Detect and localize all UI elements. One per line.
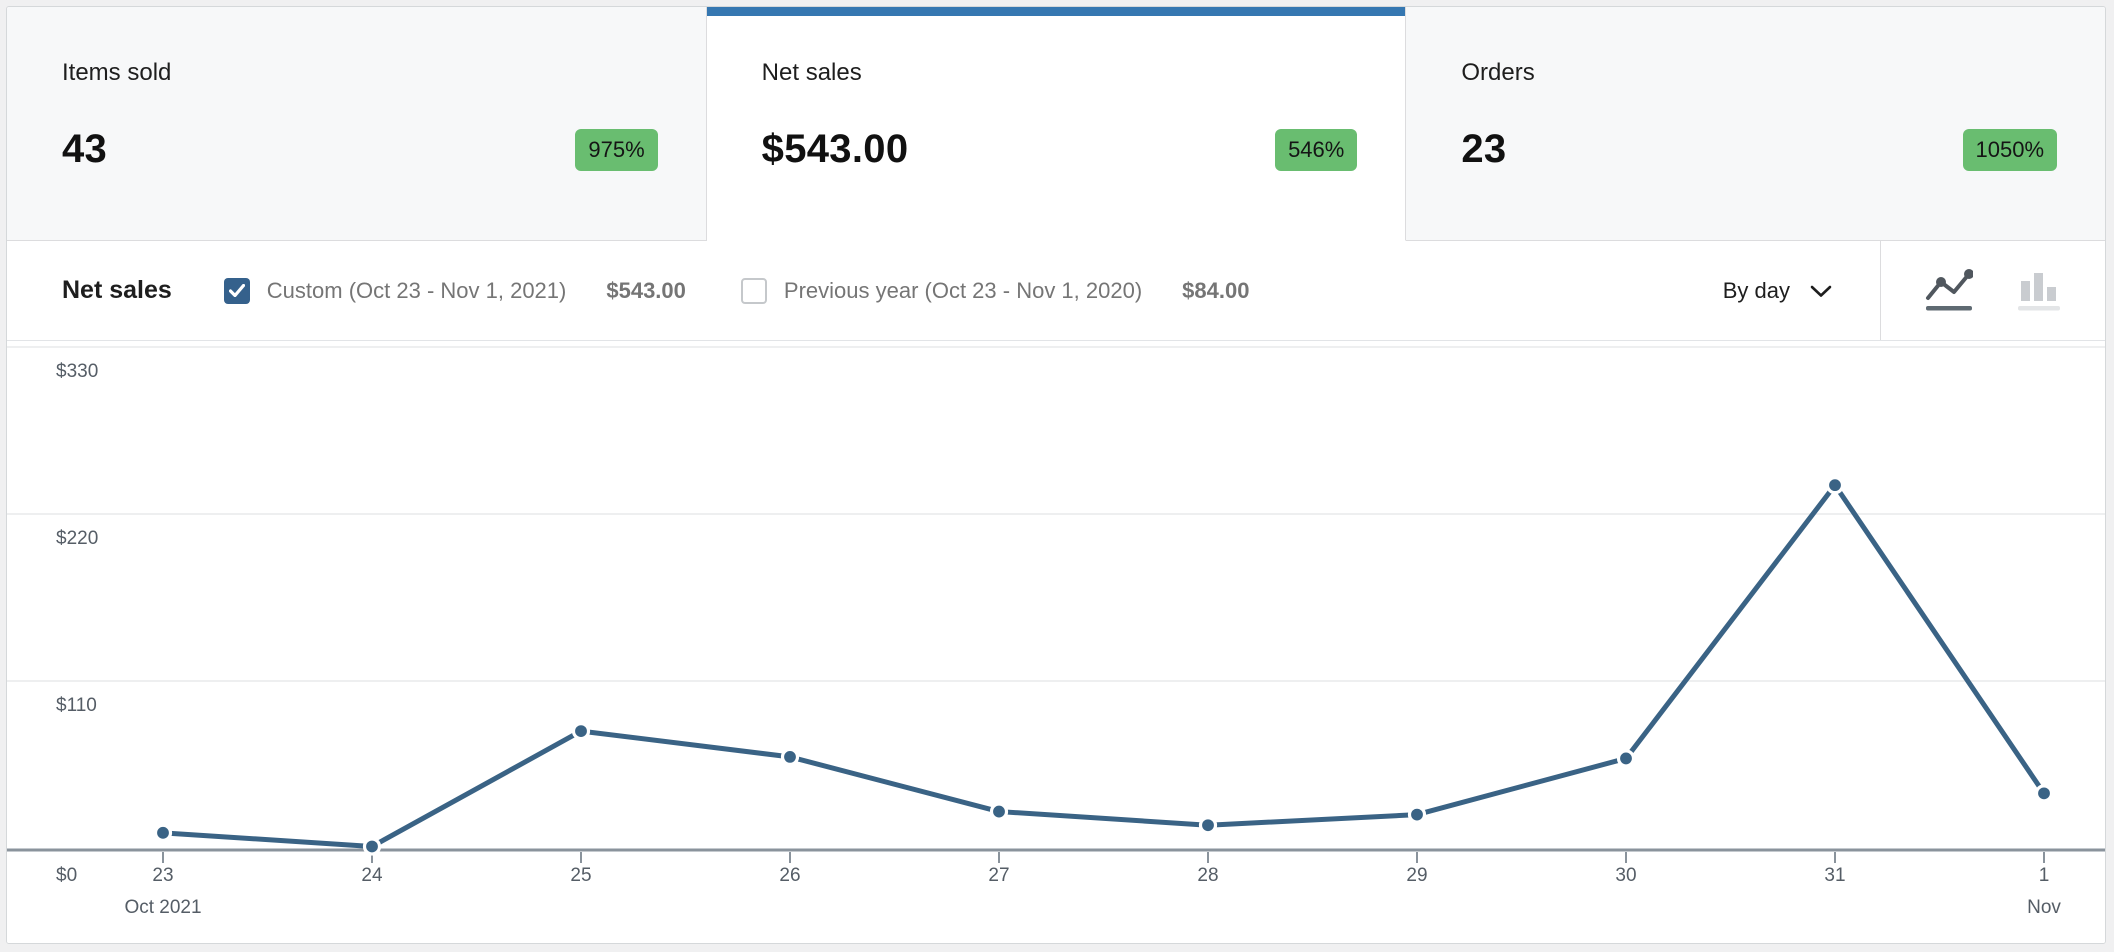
x-axis-label: 23 [152,865,174,886]
y-axis-label: $0 [56,865,78,886]
summary-tabs: Items sold 43 975% Net sales $543.00 546… [7,7,2105,241]
x-axis-label: 30 [1615,865,1637,886]
chart-header: Net sales Custom (Oct 23 - Nov 1, 2021) … [7,241,2105,341]
chart-type-line-button[interactable] [1925,267,1974,314]
x-axis-sub-label: Nov [2027,897,2061,918]
summary-tab-net-sales[interactable]: Net sales $543.00 546% [706,7,1407,241]
x-axis-label: 31 [1824,865,1846,886]
series-label: Custom (Oct 23 - Nov 1, 2021) [266,277,567,303]
summary-tab-value: 43 [62,127,108,171]
x-axis-label: 27 [988,865,1010,886]
summary-tab-label: Orders [1461,59,1535,86]
chevron-down-icon [1810,278,1832,304]
chart-type-bar-button[interactable] [2017,267,2061,314]
line-chart-icon [1925,269,1974,314]
summary-tab-value: 23 [1461,127,1507,171]
summary-tab-label: Items sold [62,59,172,86]
x-axis-label: 28 [1197,865,1219,886]
y-axis-label: $110 [56,695,97,716]
series-label: Previous year (Oct 23 - Nov 1, 2020) [783,277,1143,303]
delta-badge: 546% [1275,128,1358,171]
series-toggle-custom[interactable]: Custom (Oct 23 - Nov 1, 2021) [223,277,567,304]
y-axis-label: $330 [56,361,99,382]
x-axis-sub-label: Oct 2021 [124,897,202,918]
checkbox-unchecked-icon [740,277,767,304]
summary-tab-label: Net sales [761,59,862,86]
chart-title: Net sales [62,276,172,304]
x-axis-label: 25 [570,865,592,886]
series-total-custom: $543.00 [606,277,686,303]
x-axis-label: 24 [361,865,383,886]
x-axis-label: 26 [779,865,801,886]
delta-badge: 1050% [1962,128,2058,171]
analytics-panel: Items sold 43 975% Net sales $543.00 546… [6,6,2106,944]
summary-tab-value: $543.00 [761,127,909,171]
interval-select[interactable]: By day [1723,278,1832,304]
x-axis-label: 29 [1406,865,1428,886]
y-axis-label: $220 [56,528,99,549]
net-sales-line-chart-svg [7,346,2105,863]
checkbox-checked-icon [223,277,250,304]
series-total-previous-year: $84.00 [1182,277,1250,303]
bar-chart-icon [2017,273,2061,314]
summary-tab-items-sold[interactable]: Items sold 43 975% [7,7,707,241]
interval-select-value: By day [1722,277,1790,303]
net-sales-chart: $330 $220 $110 $0 23 24 25 26 27 28 29 30 31 1 Oct 202… [7,341,2105,943]
header-divider [1880,241,1881,340]
series-toggle-previous-year[interactable]: Previous year (Oct 23 - Nov 1, 2020) [740,277,1143,304]
delta-badge: 975% [575,128,658,171]
x-axis-label: 1 [2038,865,2050,886]
summary-tab-orders[interactable]: Orders 23 1050% [1406,7,2105,241]
